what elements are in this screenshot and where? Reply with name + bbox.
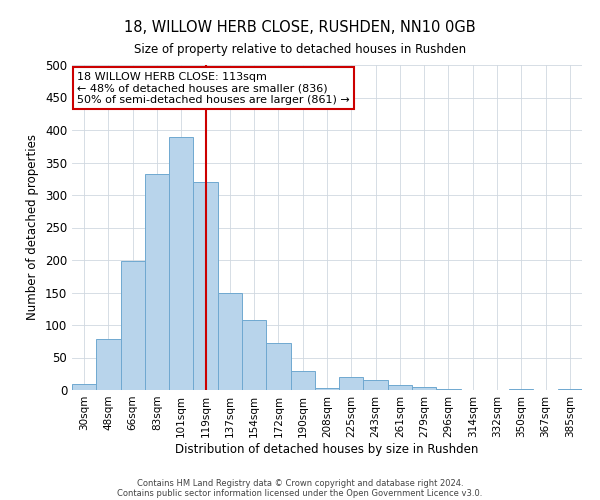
Bar [436,388,461,390]
Bar [145,174,169,390]
Bar [193,182,218,390]
Bar [169,136,193,390]
Bar [242,320,266,390]
Bar [364,380,388,390]
Bar [388,386,412,390]
Bar [412,388,436,390]
Bar [72,384,96,390]
Text: 18 WILLOW HERB CLOSE: 113sqm
← 48% of detached houses are smaller (836)
50% of s: 18 WILLOW HERB CLOSE: 113sqm ← 48% of de… [77,72,350,104]
Bar [315,388,339,390]
Y-axis label: Number of detached properties: Number of detached properties [26,134,40,320]
Bar [290,370,315,390]
Bar [218,292,242,390]
X-axis label: Distribution of detached houses by size in Rushden: Distribution of detached houses by size … [175,442,479,456]
Text: Size of property relative to detached houses in Rushden: Size of property relative to detached ho… [134,42,466,56]
Bar [121,262,145,390]
Text: Contains public sector information licensed under the Open Government Licence v3: Contains public sector information licen… [118,488,482,498]
Text: Contains HM Land Registry data © Crown copyright and database right 2024.: Contains HM Land Registry data © Crown c… [137,478,463,488]
Bar [339,377,364,390]
Bar [96,340,121,390]
Bar [509,388,533,390]
Text: 18, WILLOW HERB CLOSE, RUSHDEN, NN10 0GB: 18, WILLOW HERB CLOSE, RUSHDEN, NN10 0GB [124,20,476,35]
Bar [558,388,582,390]
Bar [266,342,290,390]
